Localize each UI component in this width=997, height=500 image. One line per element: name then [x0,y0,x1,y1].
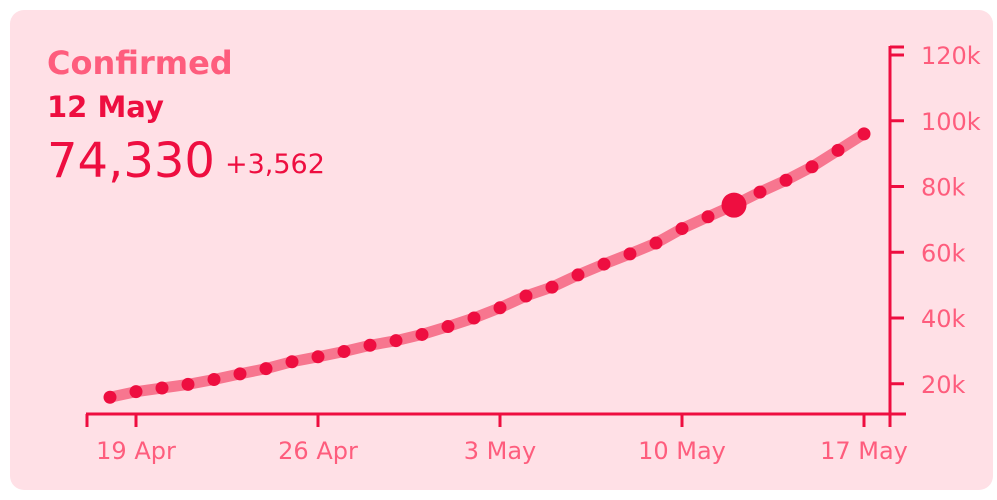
data-point [805,160,819,174]
y-tick-label: 100k [921,108,981,136]
data-point [415,327,429,341]
y-tick-label: 40k [921,305,966,333]
data-point [155,381,169,395]
data-point [103,390,117,404]
data-point [831,143,845,157]
data-point [519,289,533,303]
data-point [389,334,403,348]
data-point [363,338,377,352]
data-point [753,185,767,199]
data-point [857,127,871,141]
data-point [441,320,455,334]
y-tick-label: 20k [921,371,966,399]
x-tick-label: 17 May [820,437,908,465]
x-tick-label: 10 May [638,437,726,465]
data-point [233,367,247,381]
stat-date: 12 May [47,90,164,124]
data-point [701,210,715,224]
data-point [649,236,663,250]
chart-card [10,10,993,490]
data-point [311,350,325,364]
data-point [337,345,351,359]
data-point [623,247,637,261]
data-point [467,311,481,325]
stat-value-row: 74,330 +3,562 [47,133,325,189]
data-point [259,362,273,376]
data-point [207,372,221,386]
data-point [129,385,143,399]
y-tick-label: 60k [921,239,966,267]
y-tick-label: 120k [921,42,981,70]
stat-delta: +3,562 [224,149,325,180]
highlight-point [721,192,747,218]
data-point [675,222,689,236]
x-tick-label: 26 Apr [278,437,358,465]
x-tick-label: 3 May [464,437,537,465]
data-point [493,301,507,315]
series-line [104,128,870,403]
data-point [545,280,559,294]
data-point [285,355,299,369]
stat-value: 74,330 [47,133,215,189]
y-tick-label: 80k [921,174,966,202]
x-tick-label: 19 Apr [96,437,176,465]
data-point [571,268,585,282]
data-point [181,377,195,391]
data-point [779,173,793,187]
stat-title: Confirmed [47,44,233,82]
data-point [597,257,611,271]
